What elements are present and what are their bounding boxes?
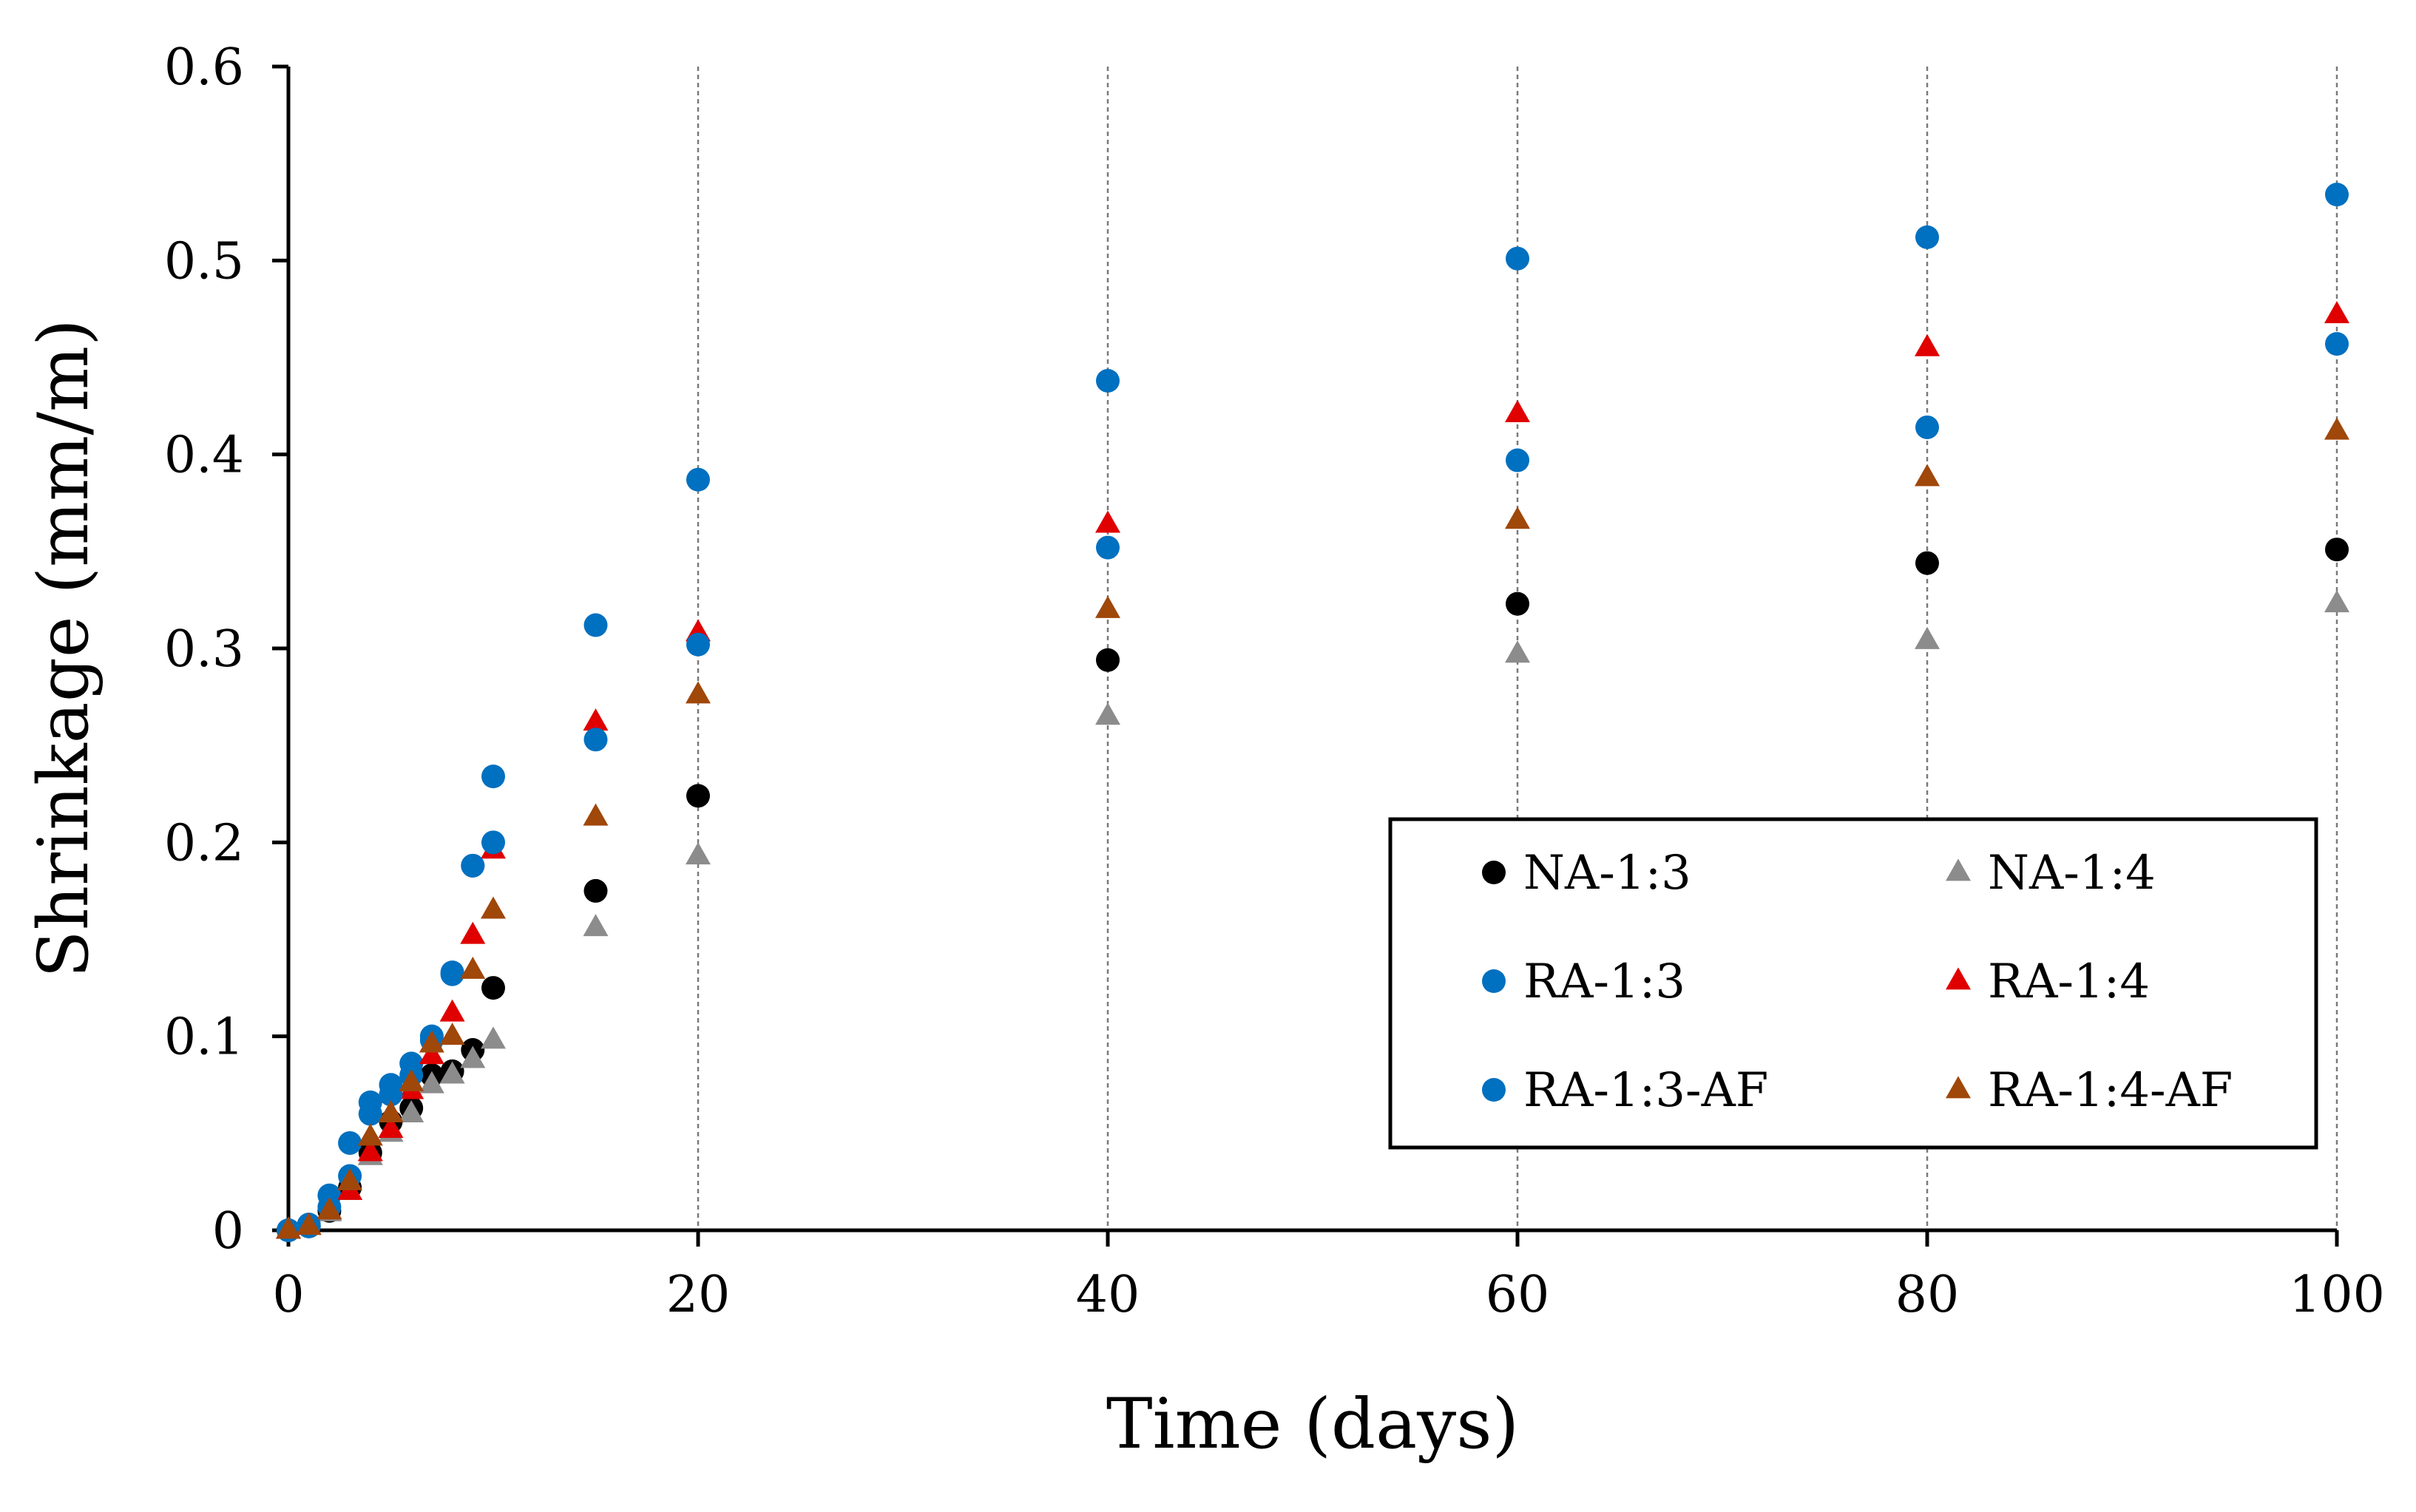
y-axis-ticks: 0 0.1 0.2 0.3 0.4 0.5 0.6: [164, 38, 288, 1261]
data-point: [583, 914, 609, 937]
data-point: [686, 784, 710, 808]
data-point: [419, 1042, 444, 1065]
x-tick-label: 0: [272, 1266, 304, 1324]
data-point: [317, 1197, 342, 1220]
data-point: [378, 1115, 404, 1138]
data-point: [583, 803, 609, 826]
data-point: [378, 1100, 404, 1122]
legend-box: [1388, 817, 2318, 1150]
data-point: [1096, 648, 1120, 672]
y-tick-label: 0.2: [164, 814, 244, 872]
data-point: [481, 765, 505, 789]
y-tick-label: 0.3: [164, 620, 244, 679]
x-tick-label: 60: [1486, 1266, 1550, 1324]
data-point: [399, 1100, 424, 1122]
data-point: [399, 1069, 424, 1092]
legend-marker: [1946, 858, 1971, 881]
data-point: [1505, 640, 1530, 663]
data-point: [686, 681, 711, 704]
data-point: [2325, 183, 2349, 207]
data-point: [1095, 702, 1120, 725]
data-point: [439, 1023, 465, 1045]
data-point: [1915, 415, 1939, 439]
data-point: [686, 467, 710, 492]
data-point: [1096, 368, 1120, 393]
data-point: [2324, 417, 2349, 440]
legend-marker: [1482, 969, 1506, 993]
data-point: [583, 613, 608, 637]
legend-label: RA-1:3-AF: [1523, 1063, 1768, 1118]
data-point: [357, 1123, 383, 1146]
legend-marker: [1946, 1076, 1971, 1099]
legend-label: RA-1:4-AF: [1988, 1063, 2233, 1118]
data-point: [1096, 535, 1120, 560]
legend-marker: [1482, 861, 1506, 884]
data-point: [440, 962, 464, 986]
data-point: [583, 878, 608, 903]
data-point: [419, 1071, 444, 1094]
legend-marker: [1946, 967, 1971, 990]
data-point: [481, 1026, 506, 1049]
data-point: [1505, 399, 1530, 422]
data-point: [481, 830, 505, 855]
data-point: [2324, 301, 2349, 324]
data-point: [1915, 464, 1940, 487]
data-point: [686, 632, 710, 657]
data-point: [1915, 551, 1939, 575]
data-point: [357, 1139, 383, 1162]
data-point: [481, 976, 505, 1000]
data-point: [379, 1082, 403, 1107]
data-point: [276, 1216, 301, 1239]
y-tick-label: 0.1: [164, 1008, 244, 1067]
data-point: [1915, 225, 1939, 249]
data-point: [1915, 626, 1940, 649]
data-point: [481, 896, 506, 919]
y-tick-label: 0.6: [164, 38, 244, 97]
data-point: [2325, 332, 2349, 356]
data-point: [337, 1167, 363, 1190]
data-point: [1505, 506, 1530, 529]
data-point: [460, 1045, 486, 1068]
y-axis-title: Shrinkage (mm/m): [24, 319, 104, 978]
y-tick-label: 0: [212, 1202, 244, 1261]
data-point: [1506, 448, 1529, 472]
legend-label: RA-1:4: [1988, 955, 2150, 1009]
data-point: [338, 1130, 362, 1155]
y-tick-label: 0.4: [164, 427, 244, 485]
x-tick-label: 100: [2289, 1266, 2385, 1324]
data-point: [2325, 538, 2349, 562]
data-point: [439, 1061, 465, 1084]
x-axis-ticks: 0 20 40 60 80 100: [272, 1230, 2385, 1324]
data-point: [460, 956, 486, 979]
data-point: [1095, 510, 1120, 533]
data-point: [439, 999, 465, 1022]
legend-label: RA-1:3: [1523, 955, 1685, 1009]
data-point: [358, 1102, 382, 1126]
data-point: [1506, 246, 1529, 271]
legend-label: NA-1:4: [1988, 846, 2156, 901]
data-point: [686, 842, 711, 865]
data-points: [276, 183, 2349, 1242]
data-point: [1915, 333, 1940, 356]
legend-label: NA-1:3: [1523, 846, 1691, 901]
data-point: [460, 921, 486, 944]
data-point: [583, 728, 608, 752]
x-axis-title: Time (days): [1106, 1384, 1519, 1465]
data-point: [1095, 595, 1120, 618]
x-tick-label: 80: [1895, 1266, 1960, 1324]
legend: NA-1:3 NA-1:4 RA-1:3 RA-1:4 RA-1:3-AF RA-1:4-…: [1388, 817, 2318, 1150]
y-tick-label: 0.5: [164, 232, 244, 291]
data-point: [583, 708, 609, 731]
legend-marker: [1482, 1078, 1506, 1102]
data-point: [2324, 590, 2349, 613]
x-tick-label: 40: [1076, 1266, 1140, 1324]
data-point: [296, 1213, 322, 1235]
data-point: [461, 853, 485, 878]
data-point: [1506, 591, 1529, 616]
data-point: [419, 1030, 444, 1053]
series-ra-1-4-af: [276, 417, 2349, 1239]
x-tick-label: 20: [666, 1266, 731, 1324]
